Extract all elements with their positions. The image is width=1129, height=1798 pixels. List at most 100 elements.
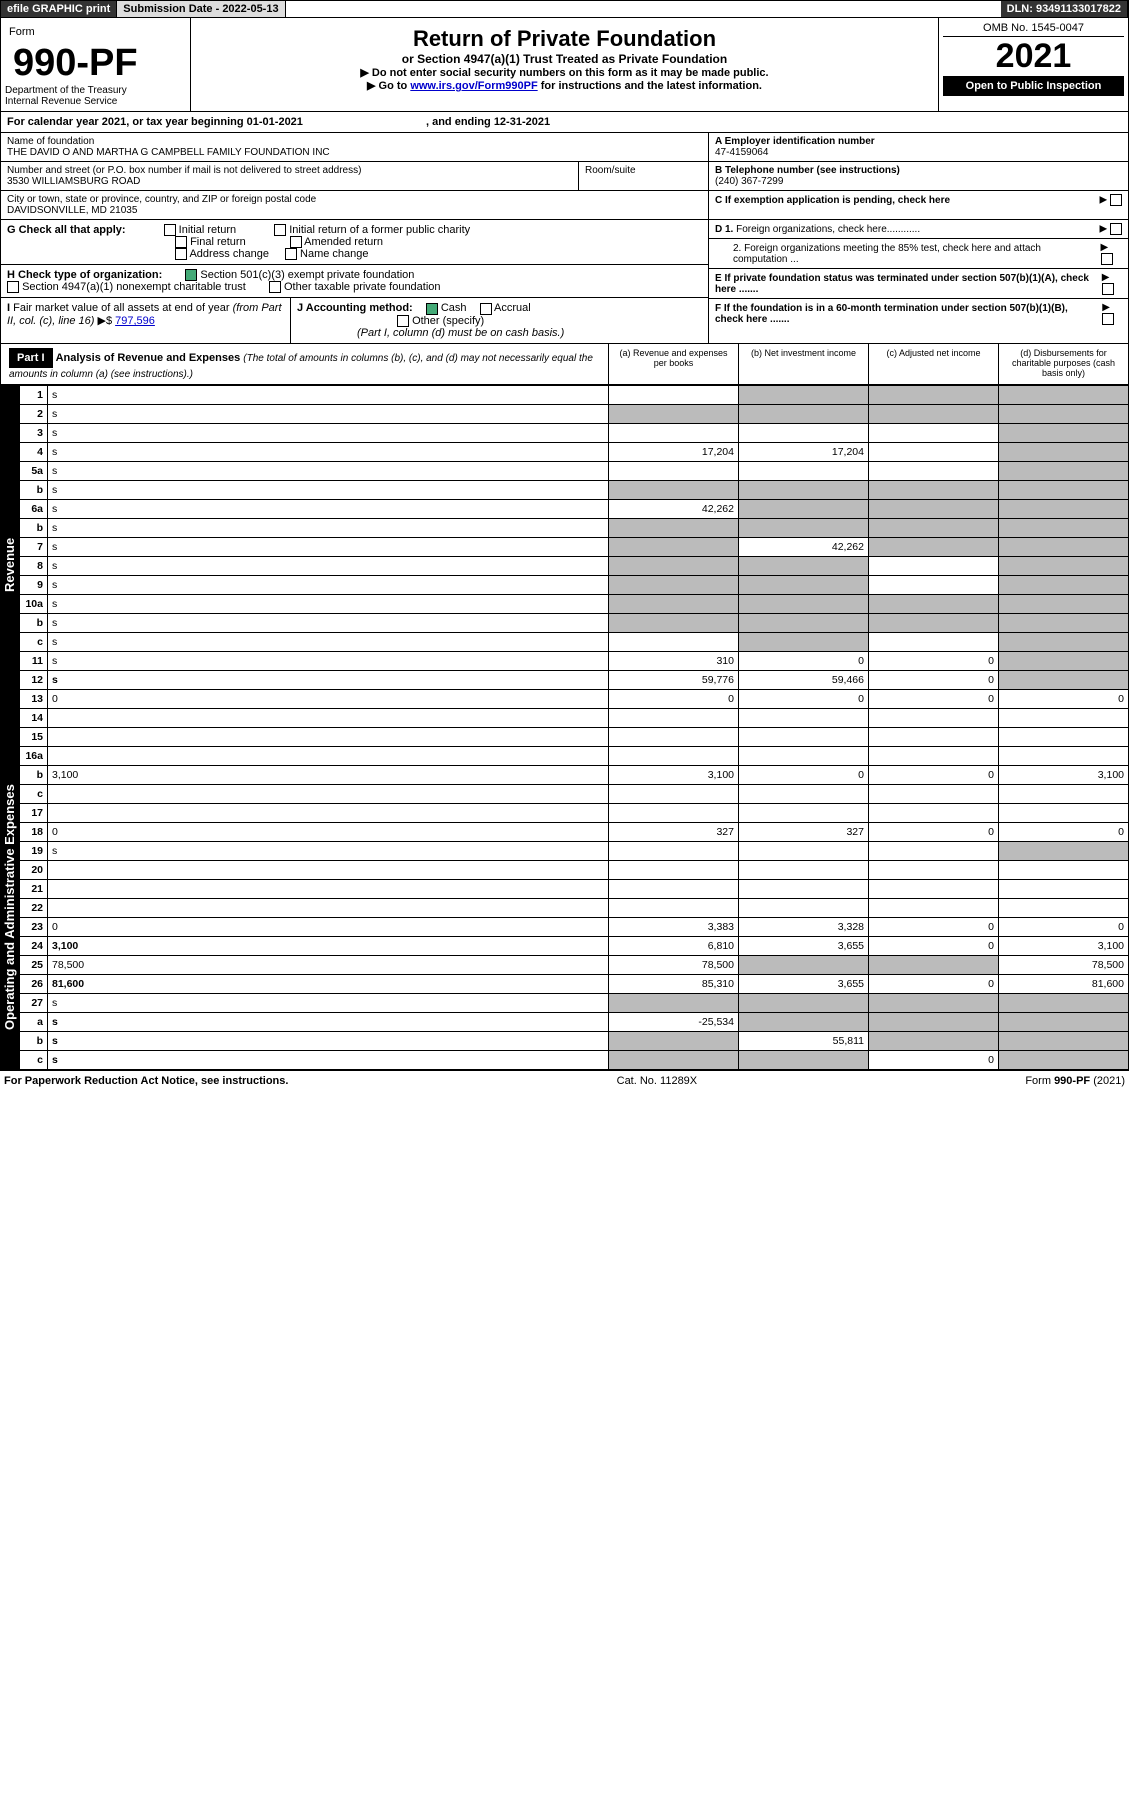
row-value (869, 518, 999, 537)
row-number: 18 (20, 822, 48, 841)
d2-checkbox[interactable] (1101, 253, 1113, 265)
row-value (739, 632, 869, 651)
dept-label: Department of the Treasury (5, 85, 186, 96)
row-value (999, 613, 1129, 632)
h-501c3-checkbox[interactable] (185, 269, 197, 281)
j-cash: Cash (441, 302, 467, 314)
g-final-checkbox[interactable] (175, 236, 187, 248)
note2-post: for instructions and the latest informat… (538, 80, 762, 92)
row-value (739, 746, 869, 765)
h-4947-checkbox[interactable] (7, 281, 19, 293)
row-value (609, 613, 739, 632)
row-value (739, 841, 869, 860)
i-fmv-value[interactable]: 797,596 (115, 315, 155, 327)
row-number: 10a (20, 594, 48, 613)
row-value: 3,383 (609, 917, 739, 936)
row-value: 55,811 (739, 1031, 869, 1050)
table-row: as-25,534 (20, 1012, 1129, 1031)
g-opt-initial-former: Initial return of a former public charit… (289, 224, 470, 236)
row-number: c (20, 784, 48, 803)
table-row: 2681,60085,3103,655081,600 (20, 974, 1129, 993)
row-value (609, 1050, 739, 1069)
page-footer: For Paperwork Reduction Act Notice, see … (0, 1070, 1129, 1091)
row-value (999, 499, 1129, 518)
row-desc: s (48, 442, 609, 461)
f-checkbox[interactable] (1102, 313, 1114, 325)
g-initial-former-checkbox[interactable] (274, 224, 286, 236)
row-value (869, 993, 999, 1012)
row-desc: s (48, 518, 609, 537)
row-value (869, 727, 999, 746)
row-value: 81,600 (999, 974, 1129, 993)
g-opt-address: Address change (189, 248, 269, 260)
row-number: 19 (20, 841, 48, 860)
table-row: bs (20, 518, 1129, 537)
g-opt-amended: Amended return (304, 236, 383, 248)
table-row: 20 (20, 860, 1129, 879)
g-amended-checkbox[interactable] (290, 236, 302, 248)
dln-label: DLN: 93491133017822 (1001, 1, 1128, 17)
row-desc (48, 803, 609, 822)
row-desc: s (48, 461, 609, 480)
row-value: 59,776 (609, 670, 739, 689)
irs-link[interactable]: www.irs.gov/Form990PF (410, 80, 537, 92)
g-opt-name: Name change (300, 248, 369, 260)
row-number: 20 (20, 860, 48, 879)
row-value (609, 556, 739, 575)
row-value (739, 993, 869, 1012)
j-cash-checkbox[interactable] (426, 303, 438, 315)
row-desc: 3,100 (48, 765, 609, 784)
table-row: 243,1006,8103,65503,100 (20, 936, 1129, 955)
h-opt2: Section 4947(a)(1) nonexempt charitable … (22, 281, 246, 293)
e-checkbox[interactable] (1102, 283, 1114, 295)
d1-checkbox[interactable] (1110, 223, 1122, 235)
row-number: 3 (20, 423, 48, 442)
row-value (869, 613, 999, 632)
row-value (869, 404, 999, 423)
row-value (609, 898, 739, 917)
addr-label: Number and street (or P.O. box number if… (7, 165, 572, 176)
row-desc: 78,500 (48, 955, 609, 974)
calendar-year-row: For calendar year 2021, or tax year begi… (0, 112, 1129, 133)
row-value (869, 499, 999, 518)
row-value (999, 423, 1129, 442)
h-other-checkbox[interactable] (269, 281, 281, 293)
expenses-side-label: Operating and Administrative Expenses (0, 745, 19, 1070)
row-desc: s (48, 613, 609, 632)
row-value (739, 480, 869, 499)
g-name-checkbox[interactable] (285, 248, 297, 260)
row-value (999, 651, 1129, 670)
row-value (739, 898, 869, 917)
row-value: 59,466 (739, 670, 869, 689)
g-initial-checkbox[interactable] (164, 224, 176, 236)
row-number: 6a (20, 499, 48, 518)
row-value (739, 784, 869, 803)
g-address-checkbox[interactable] (175, 248, 187, 260)
part1-title: Analysis of Revenue and Expenses (56, 352, 241, 364)
j-other-checkbox[interactable] (397, 315, 409, 327)
efile-button[interactable]: efile GRAPHIC print (1, 1, 117, 17)
row-value (739, 423, 869, 442)
table-row: 22 (20, 898, 1129, 917)
row-value (739, 955, 869, 974)
j-accrual-checkbox[interactable] (480, 303, 492, 315)
row-value (999, 898, 1129, 917)
row-number: 13 (20, 689, 48, 708)
table-row: 8s (20, 556, 1129, 575)
row-desc: 3,100 (48, 936, 609, 955)
row-value (999, 556, 1129, 575)
c-checkbox[interactable] (1110, 194, 1122, 206)
row-number: 15 (20, 727, 48, 746)
cal-begin: For calendar year 2021, or tax year begi… (7, 116, 303, 128)
row-value (609, 993, 739, 1012)
row-desc: s (48, 1050, 609, 1069)
row-number: b (20, 765, 48, 784)
c-exemption-label: C If exemption application is pending, c… (715, 195, 950, 206)
row-value: 0 (999, 689, 1129, 708)
form-word: Form (5, 22, 186, 42)
h-label: H Check type of organization: (7, 269, 162, 281)
row-value (869, 803, 999, 822)
row-value (999, 1031, 1129, 1050)
h-opt3: Other taxable private foundation (284, 281, 441, 293)
top-bar: efile GRAPHIC print Submission Date - 20… (0, 0, 1129, 18)
